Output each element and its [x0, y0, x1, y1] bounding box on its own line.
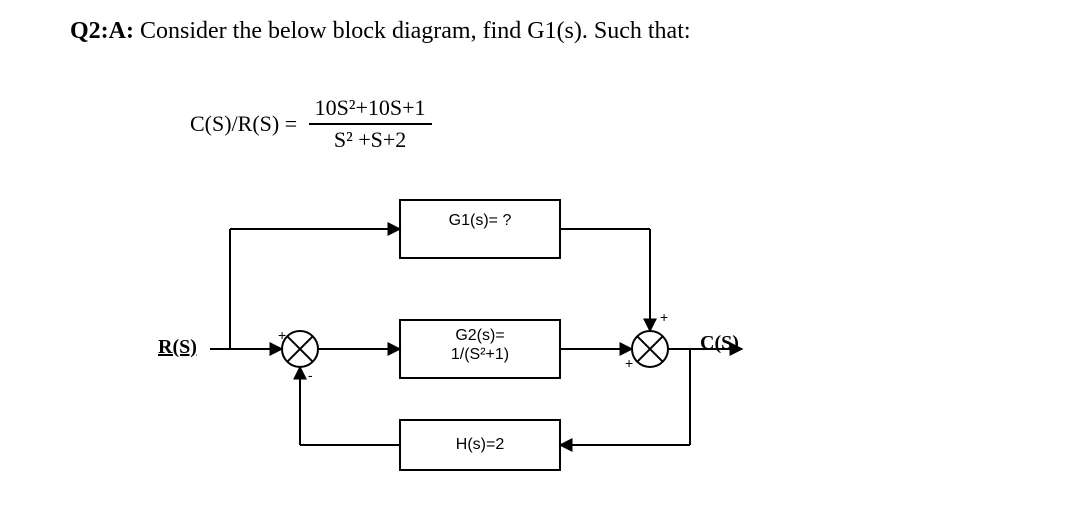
- sign-sum2-left: +: [625, 355, 633, 371]
- page: Q2:A: Consider the below block diagram, …: [0, 0, 1080, 526]
- label-c: C(S): [700, 332, 739, 355]
- sign-sum1-plus: +: [278, 327, 286, 343]
- label-g2: G2(s)= 1/(S²+1): [400, 326, 560, 364]
- label-h: H(s)=2: [400, 436, 560, 454]
- sign-sum1-minus: -: [308, 367, 313, 383]
- sign-sum2-top: +: [660, 309, 668, 325]
- label-r: R(S): [158, 336, 197, 359]
- label-g2-line2: 1/(S²+1): [451, 346, 509, 363]
- label-g2-line1: G2(s)=: [455, 327, 504, 344]
- line-r-branch-to-g1: [230, 229, 400, 349]
- line-g1-to-sum2: [560, 229, 650, 331]
- label-g1: G1(s)= ?: [400, 212, 560, 230]
- line-h-to-sum1: [300, 367, 400, 445]
- sum-junction-1: [282, 331, 318, 367]
- sum-junction-2: [632, 331, 668, 367]
